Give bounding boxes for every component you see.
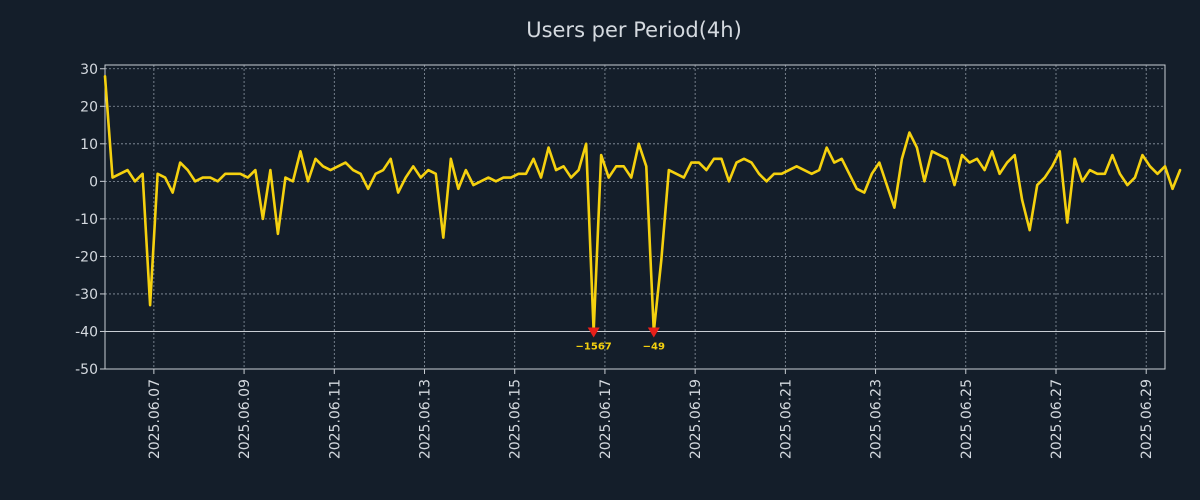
grid-layer: [105, 65, 1165, 370]
plot-frame: [104, 64, 1166, 370]
y-tick-label: 10: [80, 137, 98, 153]
annotation-layer: −1567 −49: [576, 327, 665, 352]
y-tick-label: 30: [80, 62, 98, 78]
y-tick-label: -30: [75, 287, 98, 303]
y-tick-label: 0: [89, 174, 98, 190]
y-tick-label: -50: [75, 362, 98, 378]
x-tick-label: 2025.06.23: [869, 379, 885, 459]
series-layer: [103, 74, 1182, 333]
x-tick-label: 2025.06.21: [778, 379, 794, 459]
x-tick-label: 2025.06.19: [688, 379, 704, 459]
x-tick-label: 2025.06.13: [418, 379, 434, 459]
y-tick-label: -40: [75, 324, 98, 340]
x-tick-label: 2025.06.27: [1049, 379, 1065, 459]
x-tick-label: 2025.06.09: [237, 379, 253, 459]
x-tick-label: 2025.06.17: [598, 379, 614, 459]
clip-value-label: −49: [643, 341, 665, 352]
x-tick-label: 2025.06.25: [959, 379, 975, 459]
x-tick-label: 2025.06.07: [147, 379, 163, 459]
clip-marker: [587, 327, 600, 338]
y-tick-label: 20: [80, 99, 98, 115]
x-tick-label: 2025.06.29: [1139, 379, 1155, 459]
y-tick-label: -20: [75, 249, 98, 265]
y-tick-label: -10: [75, 212, 98, 228]
clip-value-label: −1567: [576, 341, 612, 352]
x-tick-label: 2025.06.15: [508, 379, 524, 459]
chart-title: Users per Period(4h): [526, 18, 742, 42]
clip-marker: [647, 327, 660, 338]
axis-layer: 30 20 10 0 -10 -20 -30 -40 -50 2025.06.07 2025.06.…: [75, 62, 1166, 459]
series-line-users: [103, 74, 1182, 333]
x-tick-label: 2025.06.11: [327, 379, 343, 459]
